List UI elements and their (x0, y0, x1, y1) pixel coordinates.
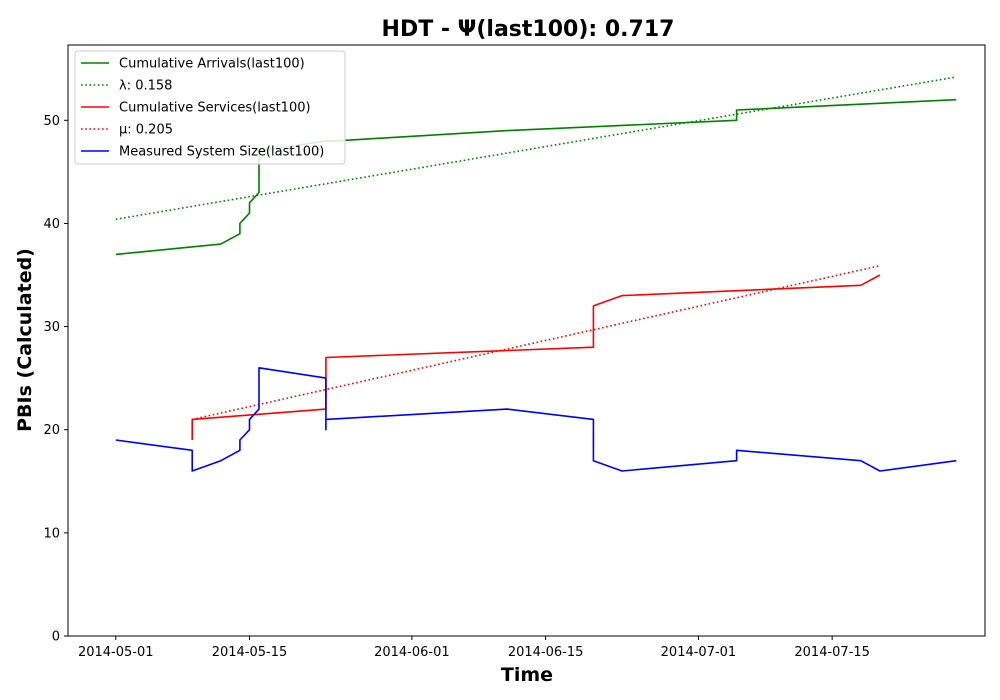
axis-ticks: 2014-05-01 2014-05-15 2014-06-01 2014-06-15… (43, 114, 869, 660)
x-tick-label: 2014-07-01 (661, 645, 737, 660)
y-axis-label: PBIs (Calculated) (14, 248, 36, 432)
series-line-1 (115, 76, 957, 221)
series-lines (115, 76, 957, 472)
y-tick-label: 30 (43, 320, 60, 335)
x-tick-label: 2014-06-01 (374, 645, 450, 660)
legend-label: μ: 0.205 (119, 123, 173, 138)
series-line-2 (191, 274, 881, 440)
legend-box (74, 50, 346, 165)
y-tick-label: 40 (43, 217, 60, 232)
legend: Cumulative Arrivals(last100) λ: 0.158 Cumu… (74, 50, 346, 165)
x-tick-label: 2014-05-15 (212, 645, 288, 660)
legend-label: Cumulative Arrivals(last100) (119, 57, 305, 72)
x-axis-label: Time (501, 664, 553, 686)
x-tick-label: 2014-05-01 (78, 645, 154, 660)
plot-frame (67, 44, 986, 637)
legend-label: λ: 0.158 (119, 79, 172, 94)
x-tick-label: 2014-06-15 (508, 645, 584, 660)
y-tick-label: 50 (43, 114, 60, 129)
plot-area (67, 44, 986, 637)
chart-title: HDT - Ψ(last100): 0.717 (382, 17, 675, 42)
series-line-0 (115, 98, 957, 256)
y-tick-label: 10 (43, 526, 60, 541)
y-tick-label: 20 (43, 423, 60, 438)
legend-label: Cumulative Services(last100) (119, 101, 311, 116)
series-line-4 (115, 366, 957, 472)
x-tick-label: 2014-07-15 (794, 645, 870, 660)
legend-label: Measured System Size(last100) (119, 145, 324, 160)
y-tick-label: 0 (52, 630, 60, 645)
